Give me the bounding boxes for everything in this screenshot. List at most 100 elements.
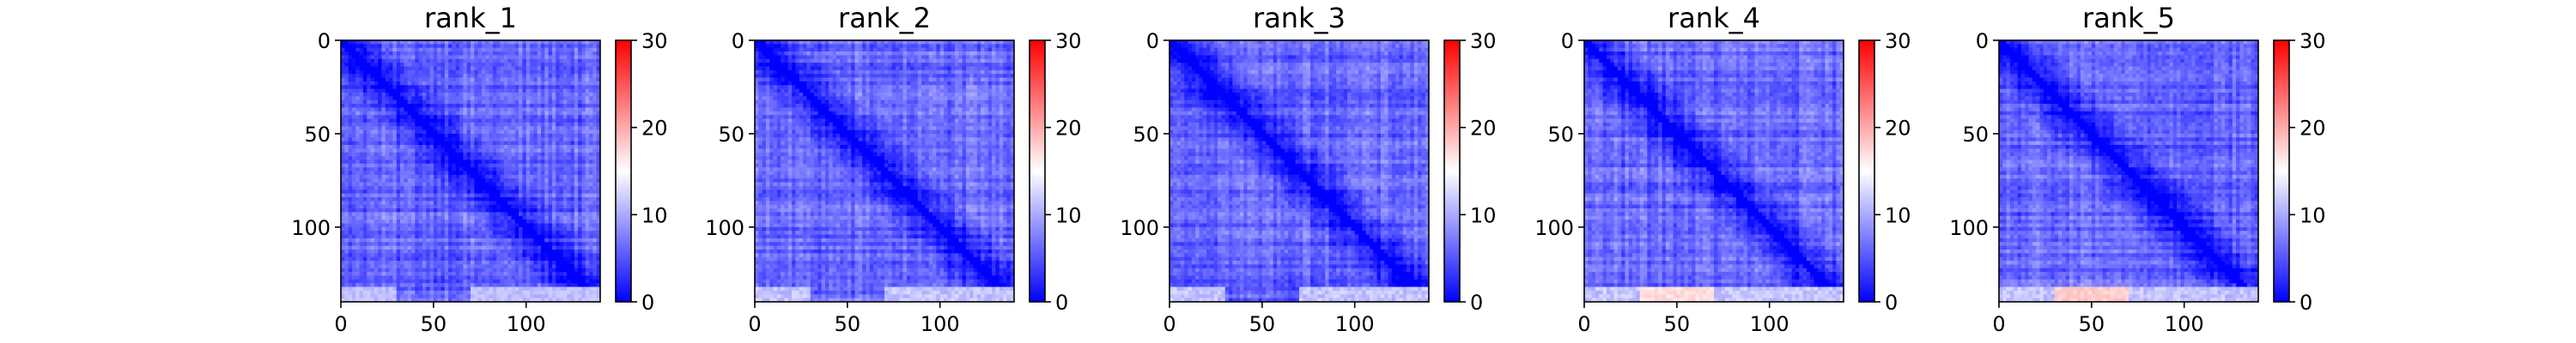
heatmap-cell [526,148,531,153]
heatmap-cell [359,226,364,232]
heatmap-cell [392,279,398,284]
heatmap-cell [474,290,478,295]
heatmap-cell [471,272,475,276]
heatmap-cell [551,115,556,119]
heatmap-cell [359,85,364,89]
heatmap-cell [562,178,568,183]
heatmap-cell [381,93,386,97]
heatmap-cell [592,51,598,56]
heatmap-cell [392,226,398,232]
heatmap-cell [351,242,356,246]
heatmap-cell [385,256,390,262]
heatmap-cell [355,245,360,250]
heatmap-cell [385,279,390,284]
heatmap-cell [570,58,575,63]
heatmap-cell [407,145,412,149]
heatmap-cell [544,66,549,71]
heatmap-cell [381,126,386,130]
heatmap-cell [344,215,349,220]
heatmap-cell [455,201,460,206]
heatmap-cell [503,81,508,86]
heatmap-cell [392,58,398,63]
heatmap-cell [404,204,408,209]
heatmap-cell [437,182,441,187]
heatmap-cell [448,250,453,254]
heatmap-cell [344,245,349,250]
heatmap-cell [548,81,553,86]
heatmap-cell [437,118,441,123]
heatmap-cell [348,107,353,112]
heatmap-cell [906,40,911,45]
heatmap-cell [530,268,534,273]
heatmap-cell [448,126,453,130]
heatmap-cell [370,51,375,56]
heatmap-cell [452,197,457,202]
heatmap-cell [489,174,494,179]
heatmap-cell [396,253,401,258]
heatmap-cell [374,290,379,295]
heatmap-cell [574,88,579,93]
heatmap-cell [559,159,564,165]
heatmap-cell [351,245,356,250]
heatmap-cell [341,238,345,243]
heatmap-cell [589,264,593,269]
heatmap-cell [370,231,375,235]
heatmap-cell [578,107,582,112]
heatmap-cell [556,231,560,235]
heatmap-cell [367,250,371,254]
heatmap-cell [459,47,464,52]
heatmap-cell [500,133,505,138]
heatmap-cell [351,171,356,176]
heatmap-cell [544,201,549,206]
heatmap-cell [404,290,408,295]
heatmap-cell [567,261,571,265]
heatmap-cell [452,171,457,176]
heatmap-cell [426,133,430,138]
heatmap-cell [567,190,571,194]
heatmap-cell [429,215,434,220]
heatmap-cell [548,215,553,220]
heatmap-cell [585,201,590,206]
heatmap-cell [559,51,564,56]
heatmap-cell [578,283,582,287]
heatmap-cell [544,51,549,56]
heatmap-cell [437,107,441,112]
heatmap-cell [562,272,568,276]
heatmap-cell [596,290,601,295]
heatmap-cell [540,88,545,93]
heatmap-cell [522,182,527,187]
heatmap-cell [500,148,505,153]
heatmap-cell [581,129,586,135]
heatmap-cell [574,85,579,89]
heatmap-cell [596,264,601,269]
heatmap-cell [556,111,560,116]
heatmap-cell [348,66,353,71]
heatmap-cell [459,256,464,262]
heatmap-cell [374,115,379,119]
heatmap-cell [567,167,571,172]
heatmap-cell [500,66,505,71]
heatmap-cell [581,159,586,165]
heatmap-cell [537,245,542,250]
heatmap-cell [556,226,560,232]
heatmap-cell [511,85,516,89]
heatmap-cell [444,99,449,105]
heatmap-cell [341,226,345,232]
heatmap-cell [385,51,390,56]
heatmap-cell [344,55,349,60]
heatmap-cell [404,69,408,75]
heatmap-cell [544,231,549,235]
heatmap-cell [533,159,538,165]
heatmap-cell [418,290,423,295]
heatmap-cell [492,96,497,101]
heatmap-cell [341,279,345,284]
heatmap-cell [559,178,564,183]
heatmap-cell [351,208,356,213]
heatmap-cell [381,152,386,157]
heatmap-cell [415,272,419,276]
heatmap-cell [540,290,545,295]
heatmap-cell [596,137,601,141]
heatmap-cell [489,197,494,202]
heatmap-cell [370,81,375,86]
heatmap-cell [367,77,371,82]
